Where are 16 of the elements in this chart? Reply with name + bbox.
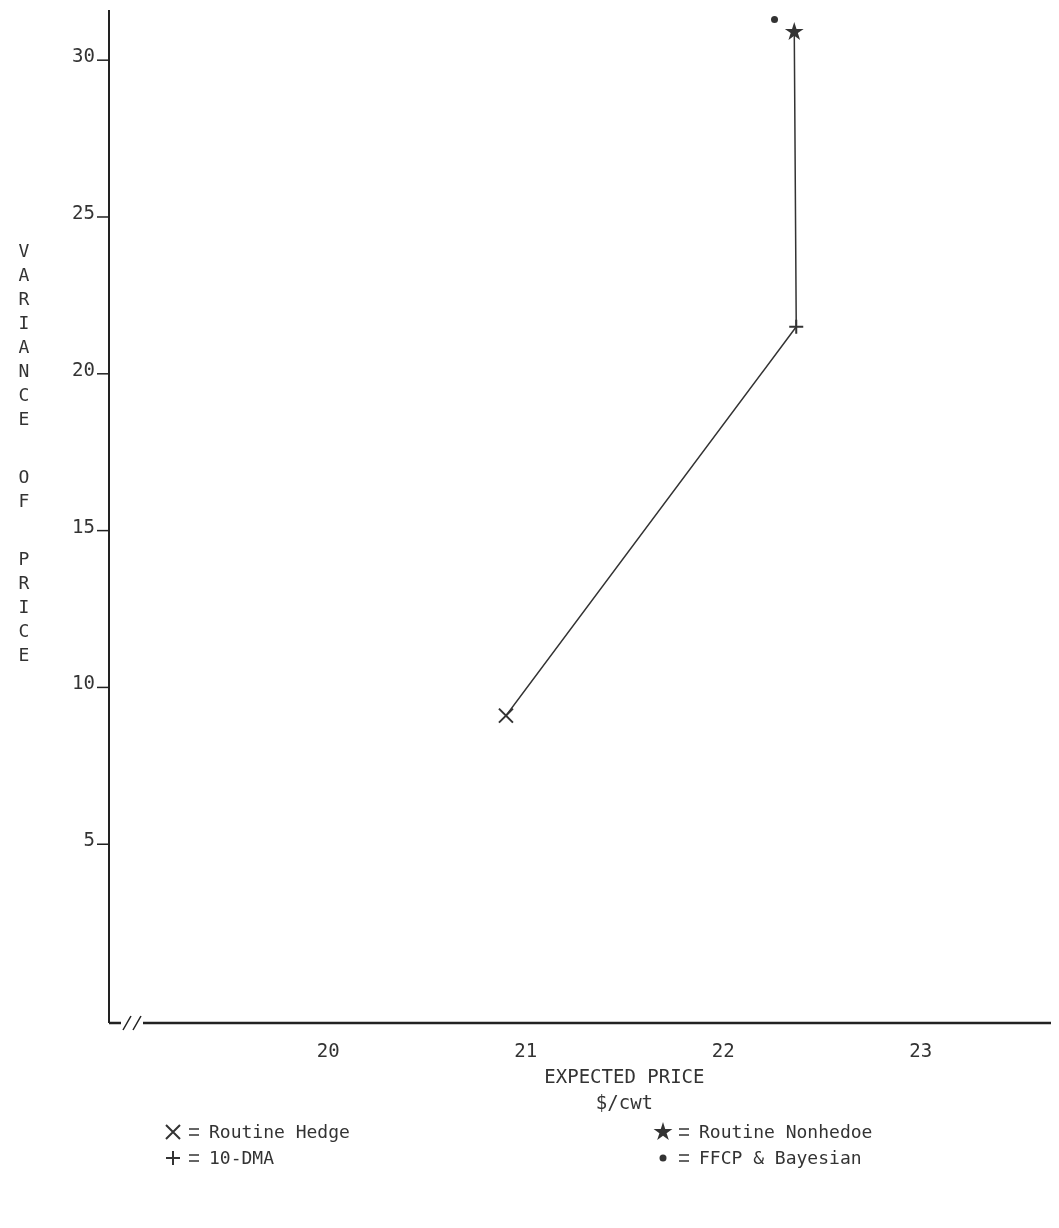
x-tick-label: 20 (316, 1039, 340, 1061)
x-tick-label: 22 (711, 1039, 735, 1061)
legend-label: Routine Hedge (209, 1121, 350, 1142)
text: VARIANCE OF PRICE (18, 239, 30, 665)
legend-label: FFCP & Bayesian (699, 1147, 862, 1168)
y-tick-label: 5 (83, 828, 95, 851)
legend-label: 10-DMA (209, 1147, 275, 1168)
y-tick-label: 30 (72, 44, 95, 67)
x-tick-label: 21 (514, 1039, 538, 1061)
legend-label: Routine Nonhedoe (699, 1121, 873, 1142)
y-tick-label: 25 (72, 200, 95, 223)
y-tick-label: 15 (72, 514, 95, 537)
x-tick-label: 23 (909, 1039, 933, 1061)
x-axis-title: EXPECTED PRICE $/cwt (544, 1065, 705, 1113)
y-tick-label: 10 (72, 671, 95, 694)
y-tick-label: 20 (72, 357, 95, 380)
